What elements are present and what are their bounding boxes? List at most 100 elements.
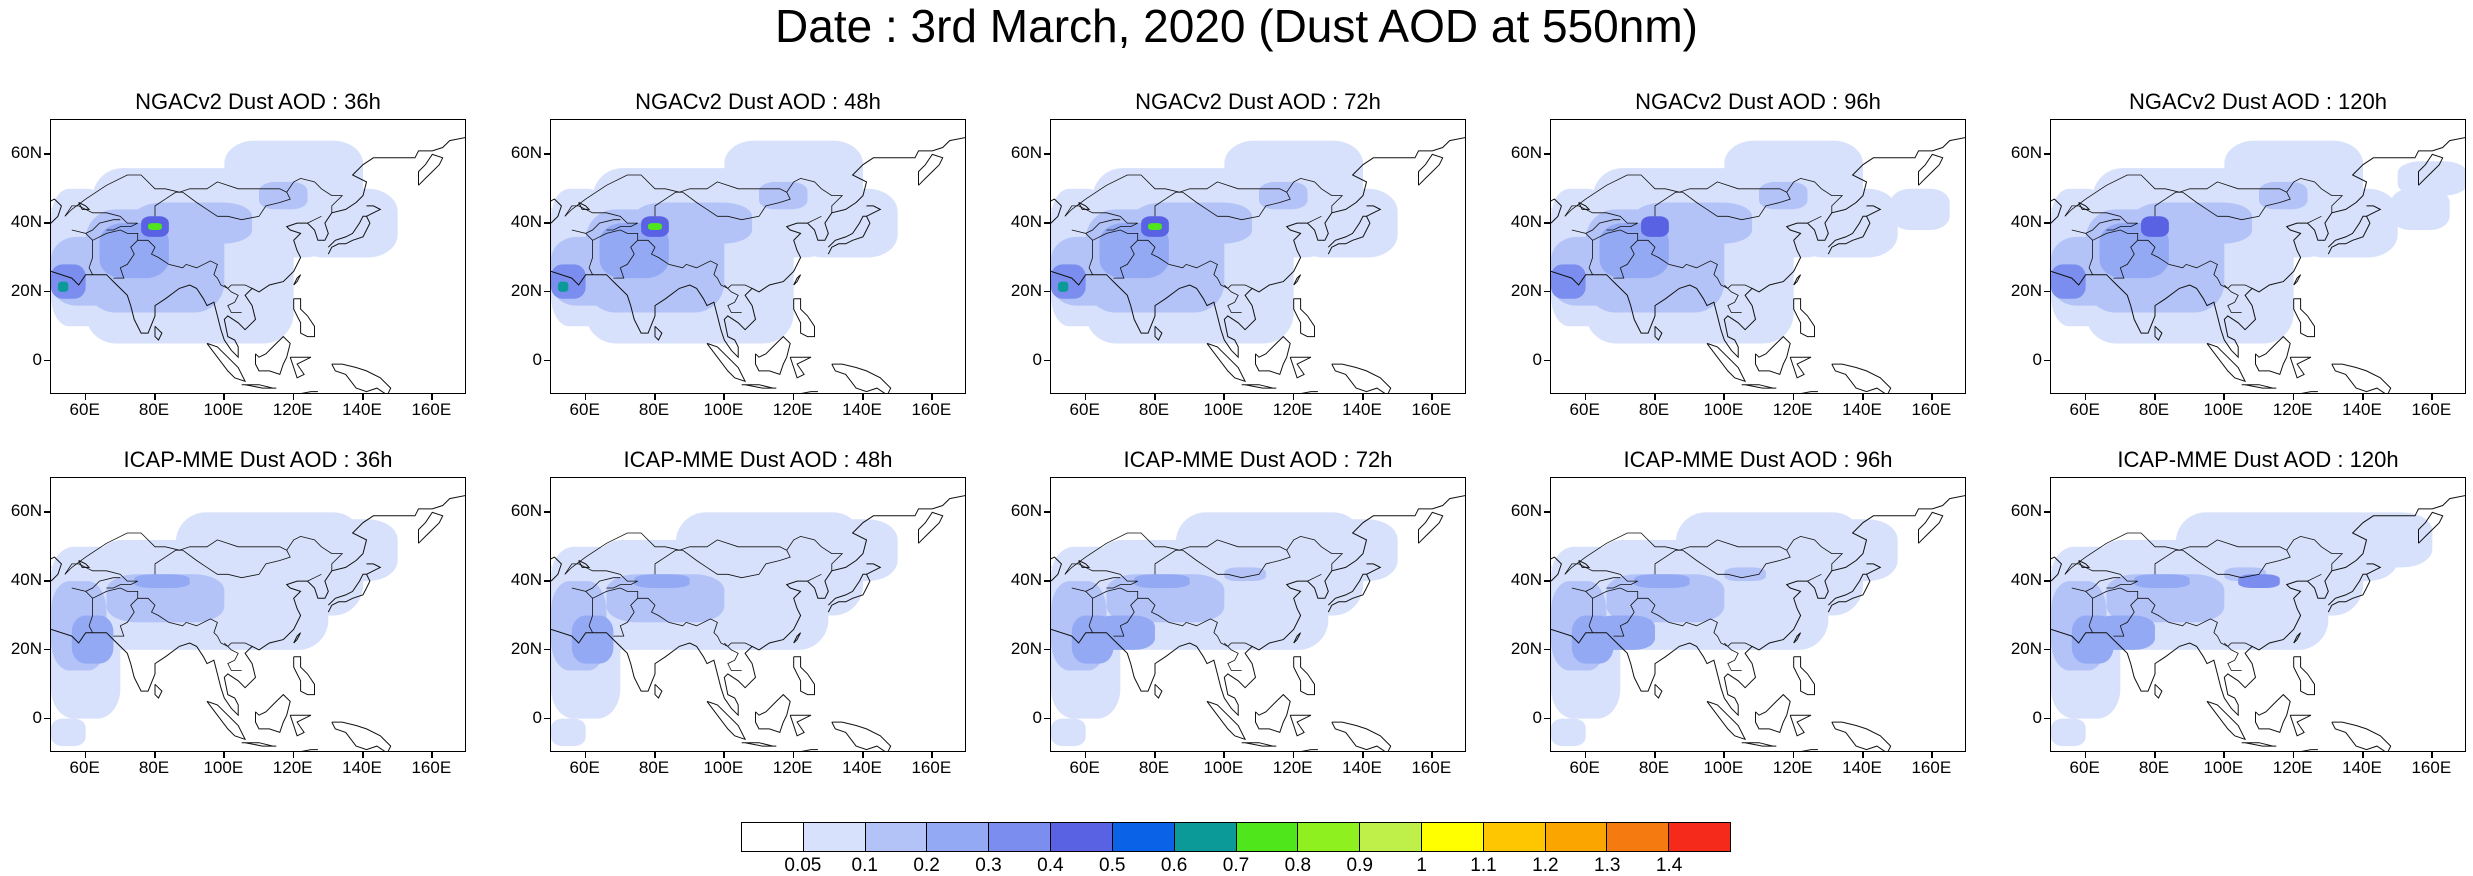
coastline xyxy=(2241,742,2277,747)
dust-field xyxy=(793,188,898,258)
panel-title: ICAP-MME Dust AOD : 96h xyxy=(1623,447,1893,472)
country-border xyxy=(2307,573,2322,582)
coastline xyxy=(2327,573,2371,613)
lon-tick-label: 140E xyxy=(842,400,882,419)
coastline xyxy=(2255,335,2291,376)
dust-field xyxy=(1759,581,1822,637)
country-border xyxy=(1085,219,1121,234)
lon-tick-mark xyxy=(1084,394,1087,400)
colorbar-swatch xyxy=(989,823,1052,851)
lat-tick-label: 60N xyxy=(1510,501,1542,521)
dust-field xyxy=(1641,219,1662,234)
coastline xyxy=(289,356,312,379)
dust-field xyxy=(1057,281,1069,292)
map-panel-ngac-48: NGACv2 Dust AOD : 48h 60N 40N 20N 0 60E 80E 100… xyxy=(511,88,966,419)
lon-tick-mark xyxy=(1654,752,1656,758)
coastline xyxy=(418,153,444,186)
lon-tick-mark xyxy=(1292,752,1295,758)
map-panel-icap-96: ICAP-MME Dust AOD : 96h 60N 40N 20N 0 60E 80E 1… xyxy=(1511,446,1966,777)
dust-field xyxy=(2134,574,2190,588)
coastline xyxy=(1741,384,1777,389)
lon-tick-mark xyxy=(1862,752,1864,758)
lon-tick-mark xyxy=(431,752,433,758)
map-frame xyxy=(550,119,966,394)
lon-tick-mark xyxy=(2084,394,2087,400)
lat-tick-mark xyxy=(2044,648,2050,651)
colorbar-swatch xyxy=(1545,823,1608,851)
lat-tick-label: 60N xyxy=(1010,501,1042,521)
coastline xyxy=(1293,656,1315,696)
lat-tick-mark xyxy=(1044,717,1050,720)
country-border xyxy=(1064,532,1344,575)
coastline xyxy=(1293,298,1315,338)
coastline xyxy=(1793,656,1815,696)
colorbar-swatch xyxy=(927,823,990,851)
coastline xyxy=(1741,742,1777,747)
country-border xyxy=(1654,191,1683,217)
lon-tick-mark xyxy=(1723,394,1725,400)
country-border xyxy=(2071,587,2139,637)
coastline xyxy=(551,198,562,224)
dust-field xyxy=(1592,615,1655,650)
coastline xyxy=(241,384,277,389)
coastline xyxy=(331,363,392,393)
country-border xyxy=(724,284,742,313)
country-border xyxy=(1585,577,1621,592)
lon-tick-label: 120E xyxy=(772,758,813,777)
colorbar-swatch xyxy=(865,823,928,851)
colorbar-label: 0.9 xyxy=(1346,855,1373,876)
coastline xyxy=(1154,325,1163,341)
country-border xyxy=(2154,549,2183,575)
lat-tick-mark xyxy=(544,153,550,155)
panel-title: NGACv2 Dust AOD : 36h xyxy=(135,89,381,114)
colorbar-swatch xyxy=(1483,823,1546,851)
coastline xyxy=(831,363,892,393)
country-border xyxy=(1064,563,1138,589)
colorbar-label: 1 xyxy=(1416,855,1427,876)
country-border xyxy=(88,598,93,633)
country-border xyxy=(1807,215,1822,224)
map-frame xyxy=(2050,477,2466,752)
country-border xyxy=(1064,174,1344,217)
coastline xyxy=(801,749,818,751)
lon-tick-label: 160E xyxy=(1911,758,1952,777)
colorbar-swatch xyxy=(1112,823,1175,851)
lon-tick-label: 100E xyxy=(1703,758,1744,777)
colorbar-swatch xyxy=(1421,823,1484,851)
coastline xyxy=(2241,384,2277,389)
country-border xyxy=(1071,229,1139,279)
dust-field xyxy=(1634,574,1690,588)
lat-tick-label: 60N xyxy=(510,143,542,163)
country-border xyxy=(2071,229,2139,279)
dust-aod-map xyxy=(551,137,965,393)
lon-tick-label: 80E xyxy=(1138,758,1170,777)
country-border xyxy=(71,229,139,279)
coastline xyxy=(1418,153,1444,186)
coastline xyxy=(255,335,291,376)
coastline xyxy=(289,714,312,737)
lon-tick-label: 100E xyxy=(2203,400,2244,419)
lon-tick-mark xyxy=(1931,394,1933,400)
lon-tick-label: 80E xyxy=(2138,758,2170,777)
lat-tick-label: 0 xyxy=(532,707,542,727)
lon-tick-mark xyxy=(931,752,933,758)
map-frame xyxy=(2050,119,2466,394)
coastline xyxy=(2301,391,2318,393)
lat-tick-label: 40N xyxy=(2010,570,2042,590)
lon-tick-label: 120E xyxy=(272,400,313,419)
lat-tick-mark xyxy=(2044,359,2050,362)
lon-tick-label: 120E xyxy=(272,758,313,777)
coastline xyxy=(551,556,562,582)
dust-field xyxy=(1134,574,1190,588)
lat-tick-label: 60N xyxy=(10,143,42,163)
coastline xyxy=(2255,693,2291,734)
dust-field xyxy=(1106,574,1225,623)
dust-field xyxy=(606,574,725,623)
lon-tick-label: 80E xyxy=(138,400,170,419)
lon-tick-label: 140E xyxy=(342,758,382,777)
coastline xyxy=(418,511,444,544)
lat-tick-label: 40N xyxy=(510,570,542,590)
coastline xyxy=(1918,511,1944,544)
coastline xyxy=(2366,563,2382,575)
lat-tick-mark xyxy=(1544,359,1550,362)
